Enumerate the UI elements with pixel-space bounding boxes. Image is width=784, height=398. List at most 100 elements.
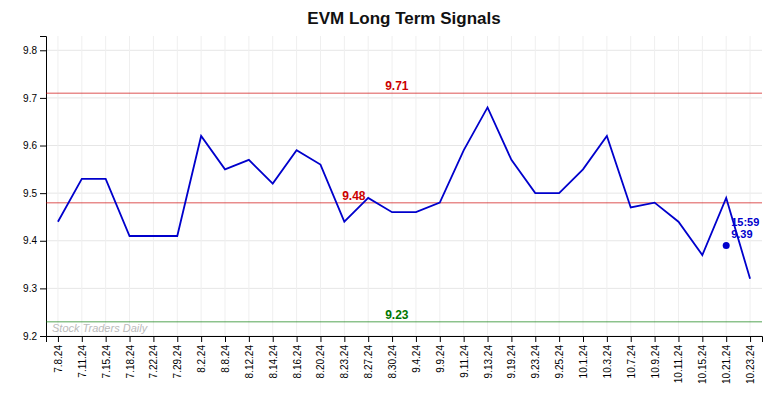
tick-label: 9.11.24 (459, 345, 470, 378)
tick: 9.23.24 (530, 336, 541, 378)
grid-line-x (344, 36, 345, 336)
tick-label: 8.23.24 (339, 345, 350, 379)
tick: 9.19.24 (506, 336, 517, 378)
tick: 10.11.24 (673, 336, 684, 383)
tick: 8.16.24 (292, 336, 303, 378)
tick-mark (40, 336, 46, 337)
tick-mark (655, 336, 656, 342)
tick-label: 7.8.24 (53, 345, 64, 373)
tick-label: 9.25.24 (554, 345, 565, 379)
tick: 9.6 (23, 140, 46, 151)
grid (46, 36, 762, 336)
grid-line-x (463, 36, 464, 336)
grid-line-x (296, 36, 297, 336)
grid-line-x (201, 36, 202, 336)
tick-mark (40, 146, 46, 147)
tick: 7.15.24 (101, 336, 112, 378)
tick-mark (750, 336, 751, 342)
grid-line-x (129, 36, 130, 336)
point-label-line: 9.39 (731, 228, 752, 240)
tick: 10.23.24 (745, 336, 756, 384)
title: EVM Long Term Signals (307, 9, 500, 28)
tick-mark (40, 241, 46, 242)
tick-label: 7.15.24 (101, 345, 112, 379)
tick: 7.8.24 (53, 336, 64, 373)
tick-label: 10.3.24 (602, 345, 613, 379)
tick-mark (392, 336, 393, 342)
tick-mark (40, 50, 46, 51)
tick: 10.15.24 (697, 336, 708, 384)
axis-domain (47, 337, 763, 343)
tick-mark (225, 336, 226, 342)
point-label-line: 15:59 (731, 216, 759, 228)
hline-label: 9.71 (385, 79, 409, 93)
grid-line-x (535, 36, 536, 336)
tick-mark (201, 336, 202, 342)
tick: 9.11.24 (459, 336, 470, 378)
tick-label: 9.5 (23, 188, 37, 199)
tick-label: 8.12.24 (244, 345, 255, 379)
tick-mark (416, 336, 417, 342)
grid-line-x (177, 36, 178, 336)
grid-line-x (654, 36, 655, 336)
grid-line-x (153, 36, 154, 336)
grid-line-x (439, 36, 440, 336)
tick: 10.9.24 (650, 336, 661, 378)
tick-label: 8.30.24 (387, 345, 398, 379)
tick: 9.13.24 (483, 336, 494, 378)
watermark: Stock Traders Daily (52, 322, 149, 334)
tick: 8.12.24 (244, 336, 255, 378)
tick-mark (511, 336, 512, 342)
tick-mark (702, 336, 703, 342)
tick-mark (607, 336, 608, 342)
tick-label: 9.3 (23, 283, 37, 294)
grid-line-x (248, 36, 249, 336)
tick-label: 7.11.24 (77, 345, 88, 378)
grid-line-x (678, 36, 679, 336)
grid-line-x (606, 36, 607, 336)
tick: 7.18.24 (125, 336, 136, 378)
tick: 9.9.24 (435, 336, 446, 373)
tick: 9.7 (23, 93, 46, 104)
tick-mark (130, 336, 131, 342)
grid-line-x (415, 36, 416, 336)
tick: 10.3.24 (602, 336, 613, 378)
grid-line-x (583, 36, 584, 336)
tick-mark (106, 336, 107, 342)
grid-line-x (511, 36, 512, 336)
hline-label: 9.23 (385, 308, 409, 322)
grid-line-x (702, 36, 703, 336)
grid-line-x (630, 36, 631, 336)
hline-label: 9.48 (342, 189, 366, 203)
tick-mark (726, 336, 727, 342)
grid-line-x (750, 36, 751, 336)
tick-mark (273, 336, 274, 342)
tick-label: 10.7.24 (626, 345, 637, 379)
axis-domain (40, 37, 47, 337)
tick-label: 7.22.24 (148, 345, 159, 379)
tick-mark (40, 288, 46, 289)
tick-mark (320, 336, 321, 342)
tick-mark (368, 336, 369, 342)
tick-label: 9.7 (23, 93, 37, 104)
tick: 9.4 (23, 235, 46, 246)
tick: 8.2.24 (196, 336, 207, 373)
tick-mark (249, 336, 250, 342)
tick: 8.14.24 (268, 336, 279, 378)
tick-mark (82, 336, 83, 342)
tick-label: 9.19.24 (506, 345, 517, 379)
tick-mark (297, 336, 298, 342)
tick-label: 7.18.24 (125, 345, 136, 379)
tick: 10.7.24 (626, 336, 637, 378)
tick-label: 8.14.24 (268, 345, 279, 379)
tick-label: 9.6 (23, 140, 37, 151)
point-label: 15:599.39 (731, 216, 759, 240)
tick-label: 9.4 (23, 235, 37, 246)
tick: 9.2 (23, 331, 46, 342)
tick-label: 9.4.24 (411, 345, 422, 373)
tick-mark (583, 336, 584, 342)
tick-mark (631, 336, 632, 342)
tick-label: 7.29.24 (172, 345, 183, 379)
tick: 9.8 (23, 45, 46, 56)
tick-mark (440, 336, 441, 342)
